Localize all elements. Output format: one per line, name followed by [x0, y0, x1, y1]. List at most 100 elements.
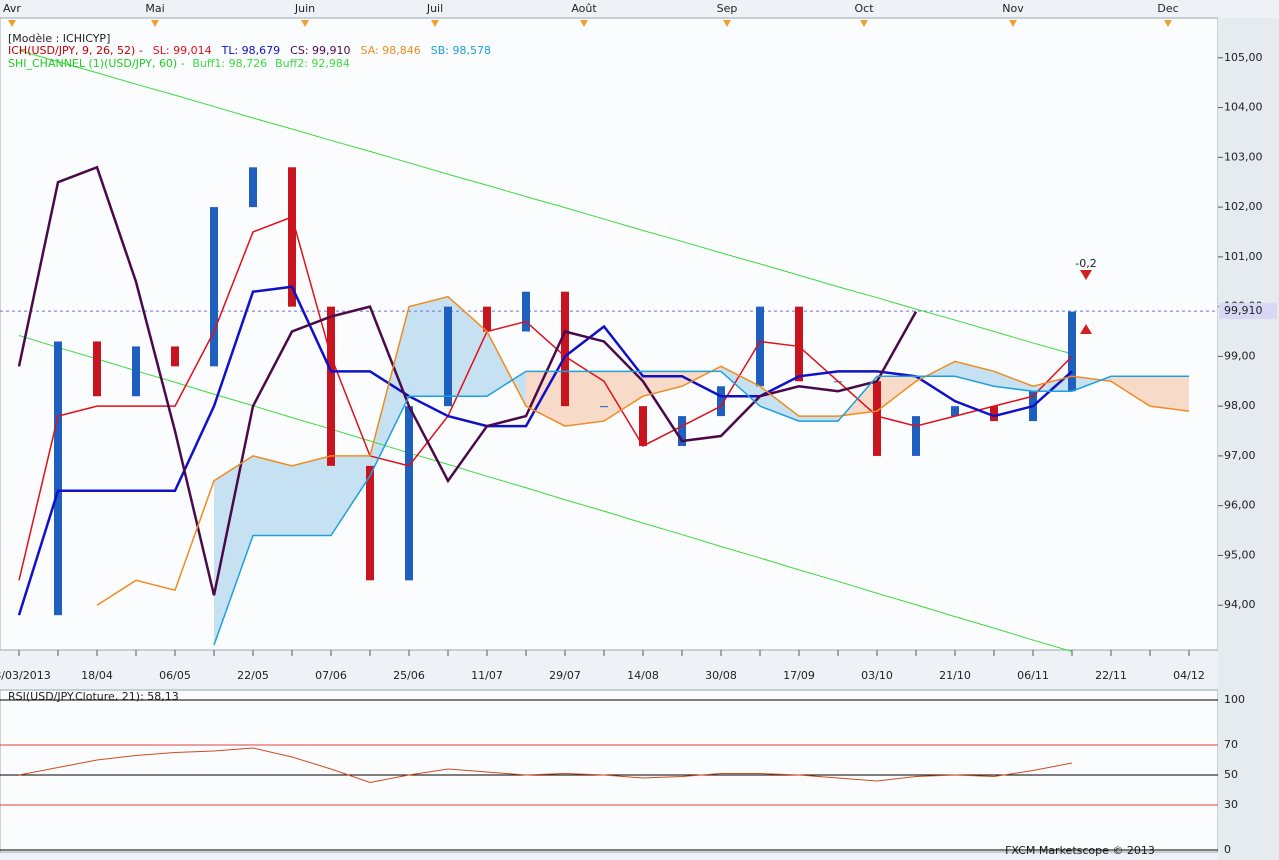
candle: [405, 406, 413, 581]
indicator-line: [18, 335, 1073, 652]
legend-entry: TL: 98,679: [221, 44, 281, 57]
cloud: [214, 455, 253, 646]
candle: [522, 291, 530, 332]
cloud: [994, 371, 1033, 392]
y-tick-label: 50: [1224, 768, 1238, 781]
y-tick-label: 100: [1224, 693, 1245, 706]
candle: [366, 465, 374, 581]
x-tick-label: 18/04: [81, 669, 113, 682]
x-tick-label: 17/09: [783, 669, 815, 682]
indicator-line: [96, 295, 1190, 606]
legend-prefix: ICH(USD/JPY, 9, 26, 52) -: [8, 44, 143, 57]
x-tick-label: 22/11: [1095, 669, 1127, 682]
x-tick-label: 07/06: [315, 669, 347, 682]
cloud: [877, 376, 916, 412]
legend-line: SHI_CHANNEL (1)(USD/JPY, 60) - Buff1: 98,…: [8, 57, 350, 70]
x-tick-label: 21/10: [939, 669, 971, 682]
rsi-title: RSI(USD/JPY.Cloture, 21): 58,13: [8, 690, 179, 703]
candle: [795, 306, 803, 382]
month-label: Août: [571, 2, 597, 15]
x-tick-label: 30/08: [705, 669, 737, 682]
month-marker: [1164, 20, 1172, 27]
legend-entry: CS: 99,910: [290, 44, 350, 57]
month-label: Mai: [145, 2, 164, 15]
candle: [54, 341, 62, 616]
candle: [171, 346, 179, 367]
x-tick-label: 03/10: [861, 669, 893, 682]
indicator-line: [17, 285, 1073, 616]
x-tick-label: 29/07: [549, 669, 581, 682]
legend-prefix: SHI_CHANNEL (1)(USD/JPY, 60) -: [8, 57, 185, 70]
legend-entry: SB: 98,578: [431, 44, 491, 57]
rsi-line: [18, 747, 1073, 784]
month-label: Nov: [1002, 2, 1024, 15]
candle: [717, 386, 725, 417]
month-label: Avr: [3, 2, 21, 15]
month-marker: [1009, 20, 1017, 27]
cloud: [526, 371, 565, 427]
cloud: [331, 455, 370, 536]
month-label: Juin: [294, 2, 315, 15]
indicator-line: [17, 165, 918, 596]
x-tick-label: 14/08: [627, 669, 659, 682]
y-tick-label: 99,00: [1224, 349, 1256, 362]
legend-line: ICH(USD/JPY, 9, 26, 52) - SL: 99,014 TL: 9…: [8, 44, 491, 57]
candle: [483, 306, 491, 332]
candle: [1068, 311, 1076, 392]
candle: [678, 416, 686, 446]
candle: [561, 291, 569, 407]
cloud: [1150, 376, 1189, 412]
right-axis-area: [1218, 18, 1279, 860]
cloud: [565, 371, 604, 427]
candle: [951, 406, 959, 417]
legend-entry: SL: 99,014: [153, 44, 212, 57]
month-label: Juil: [426, 2, 443, 15]
month-label: Dec: [1157, 2, 1178, 15]
y-tick-label: 30: [1224, 798, 1238, 811]
y-tick-label: 94,00: [1224, 598, 1256, 611]
current-price-label: 99,910: [1224, 304, 1263, 317]
cloud: [1111, 376, 1150, 407]
candle: [639, 406, 647, 446]
month-marker: [580, 20, 588, 27]
rsi-plot: [0, 689, 1219, 853]
cloud: [799, 416, 838, 422]
cloud: [1072, 376, 1111, 392]
candle: [288, 167, 296, 307]
indicator-line: [18, 49, 1073, 355]
month-marker: [301, 20, 309, 27]
candle: [249, 167, 257, 208]
candle: [912, 416, 920, 456]
cloud: [370, 306, 409, 476]
y-tick-label: 98,00: [1224, 399, 1256, 412]
month-label: Sep: [717, 2, 738, 15]
y-tick-label: 105,00: [1224, 51, 1263, 64]
candle: [210, 207, 218, 367]
candle: [756, 306, 764, 387]
x-tick-label: 06/11: [1017, 669, 1049, 682]
y-tick-label: 103,00: [1224, 150, 1263, 163]
month-marker: [723, 20, 731, 27]
x-tick-label: 25/06: [393, 669, 425, 682]
month-marker: [8, 20, 16, 27]
legend-entry: Buff1: 98,726: [192, 57, 267, 70]
indicator-line: [18, 216, 1073, 581]
cloud: [955, 361, 994, 387]
candle: [327, 306, 335, 466]
y-tick-label: 70: [1224, 738, 1238, 751]
model-label: [Modèle : ICHICYP]: [8, 32, 110, 45]
arrow-down: [1080, 270, 1092, 280]
cloud: [253, 455, 292, 536]
y-tick-label: 96,00: [1224, 499, 1256, 512]
candle: [600, 406, 608, 408]
month-marker: [151, 20, 159, 27]
legend-entry: SA: 98,846: [361, 44, 421, 57]
candle: [444, 306, 452, 407]
arrow-up: [1080, 324, 1092, 334]
candle: [873, 381, 881, 456]
x-tick-label: 06/05: [159, 669, 191, 682]
y-tick-label: 97,00: [1224, 449, 1256, 462]
candle: [990, 406, 998, 422]
indicator-line: [213, 370, 1189, 646]
